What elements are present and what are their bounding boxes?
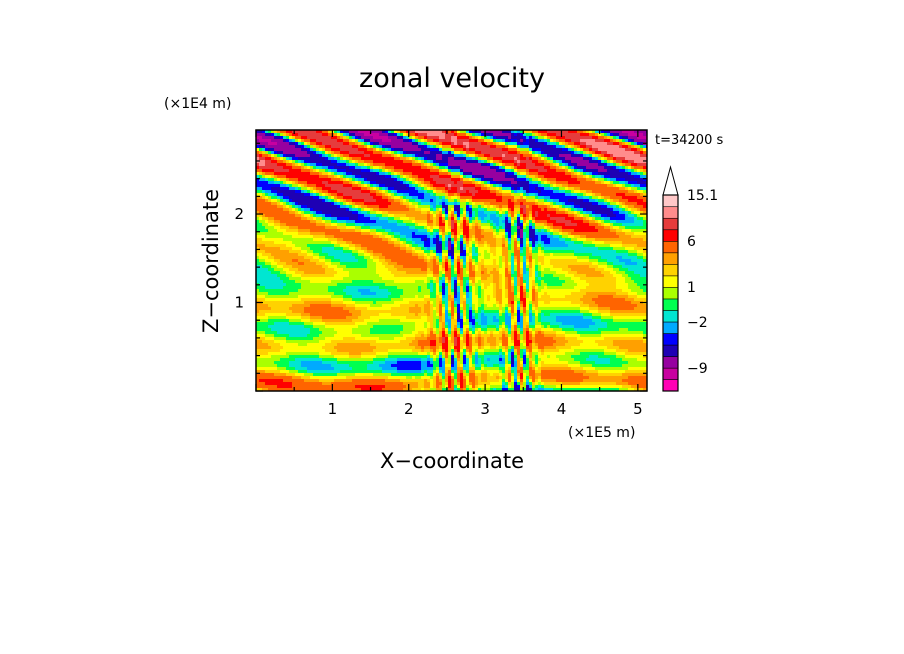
colorbar-segment (662, 309, 679, 323)
x-tick-label: 3 (480, 400, 490, 418)
x-axis-unit: (×1E5 m) (568, 425, 635, 441)
colorbar-label: −2 (687, 315, 708, 331)
colorbar: 15.1 6 1 −2 −9 (662, 165, 718, 392)
y-tick-label: 2 (234, 205, 244, 223)
colorbar-segment (662, 217, 679, 231)
colorbar-label: 15.1 (687, 188, 718, 204)
colorbar-segment (662, 379, 679, 392)
colorbar-extend-arrow (662, 165, 679, 196)
colorbar-segment (662, 263, 679, 277)
colorbar-segment (662, 240, 679, 254)
colorbar-segment (662, 344, 679, 357)
x-tick-label: 4 (557, 400, 567, 418)
colorbar-segment (662, 229, 679, 242)
x-axis-ticks: 1 2 3 4 5 (255, 130, 643, 418)
colorbar-segment (662, 252, 679, 265)
colorbar-segment (662, 275, 679, 288)
colorbar-segment (662, 333, 679, 346)
colorbar-segment (662, 298, 679, 311)
colorbar-segment (662, 321, 679, 334)
x-axis-label: X−coordinate (380, 449, 524, 473)
colorbar-segment (662, 286, 679, 300)
colorbar-segment (662, 194, 679, 208)
colorbar-segment (662, 206, 679, 219)
y-axis-unit: (×1E4 m) (164, 96, 231, 112)
chart-title: zonal velocity (359, 63, 545, 94)
colorbar-label: −9 (687, 361, 708, 377)
colorbar-label: 1 (687, 280, 696, 296)
x-tick-label: 2 (404, 400, 414, 418)
y-tick-label: 1 (234, 294, 244, 312)
velocity-field (256, 130, 647, 391)
colorbar-frame (662, 194, 679, 392)
x-tick-label: 5 (633, 400, 643, 418)
y-axis-ticks: 12 (234, 142, 647, 392)
colorbar-label: 6 (687, 234, 696, 250)
colorbar-segment (662, 356, 679, 369)
colorbar-segment (662, 367, 679, 380)
y-axis-label: Z−coordinate (199, 189, 223, 333)
x-tick-label: 1 (328, 400, 338, 418)
time-label: t=34200 s (655, 133, 723, 148)
plot-frame (255, 129, 648, 392)
